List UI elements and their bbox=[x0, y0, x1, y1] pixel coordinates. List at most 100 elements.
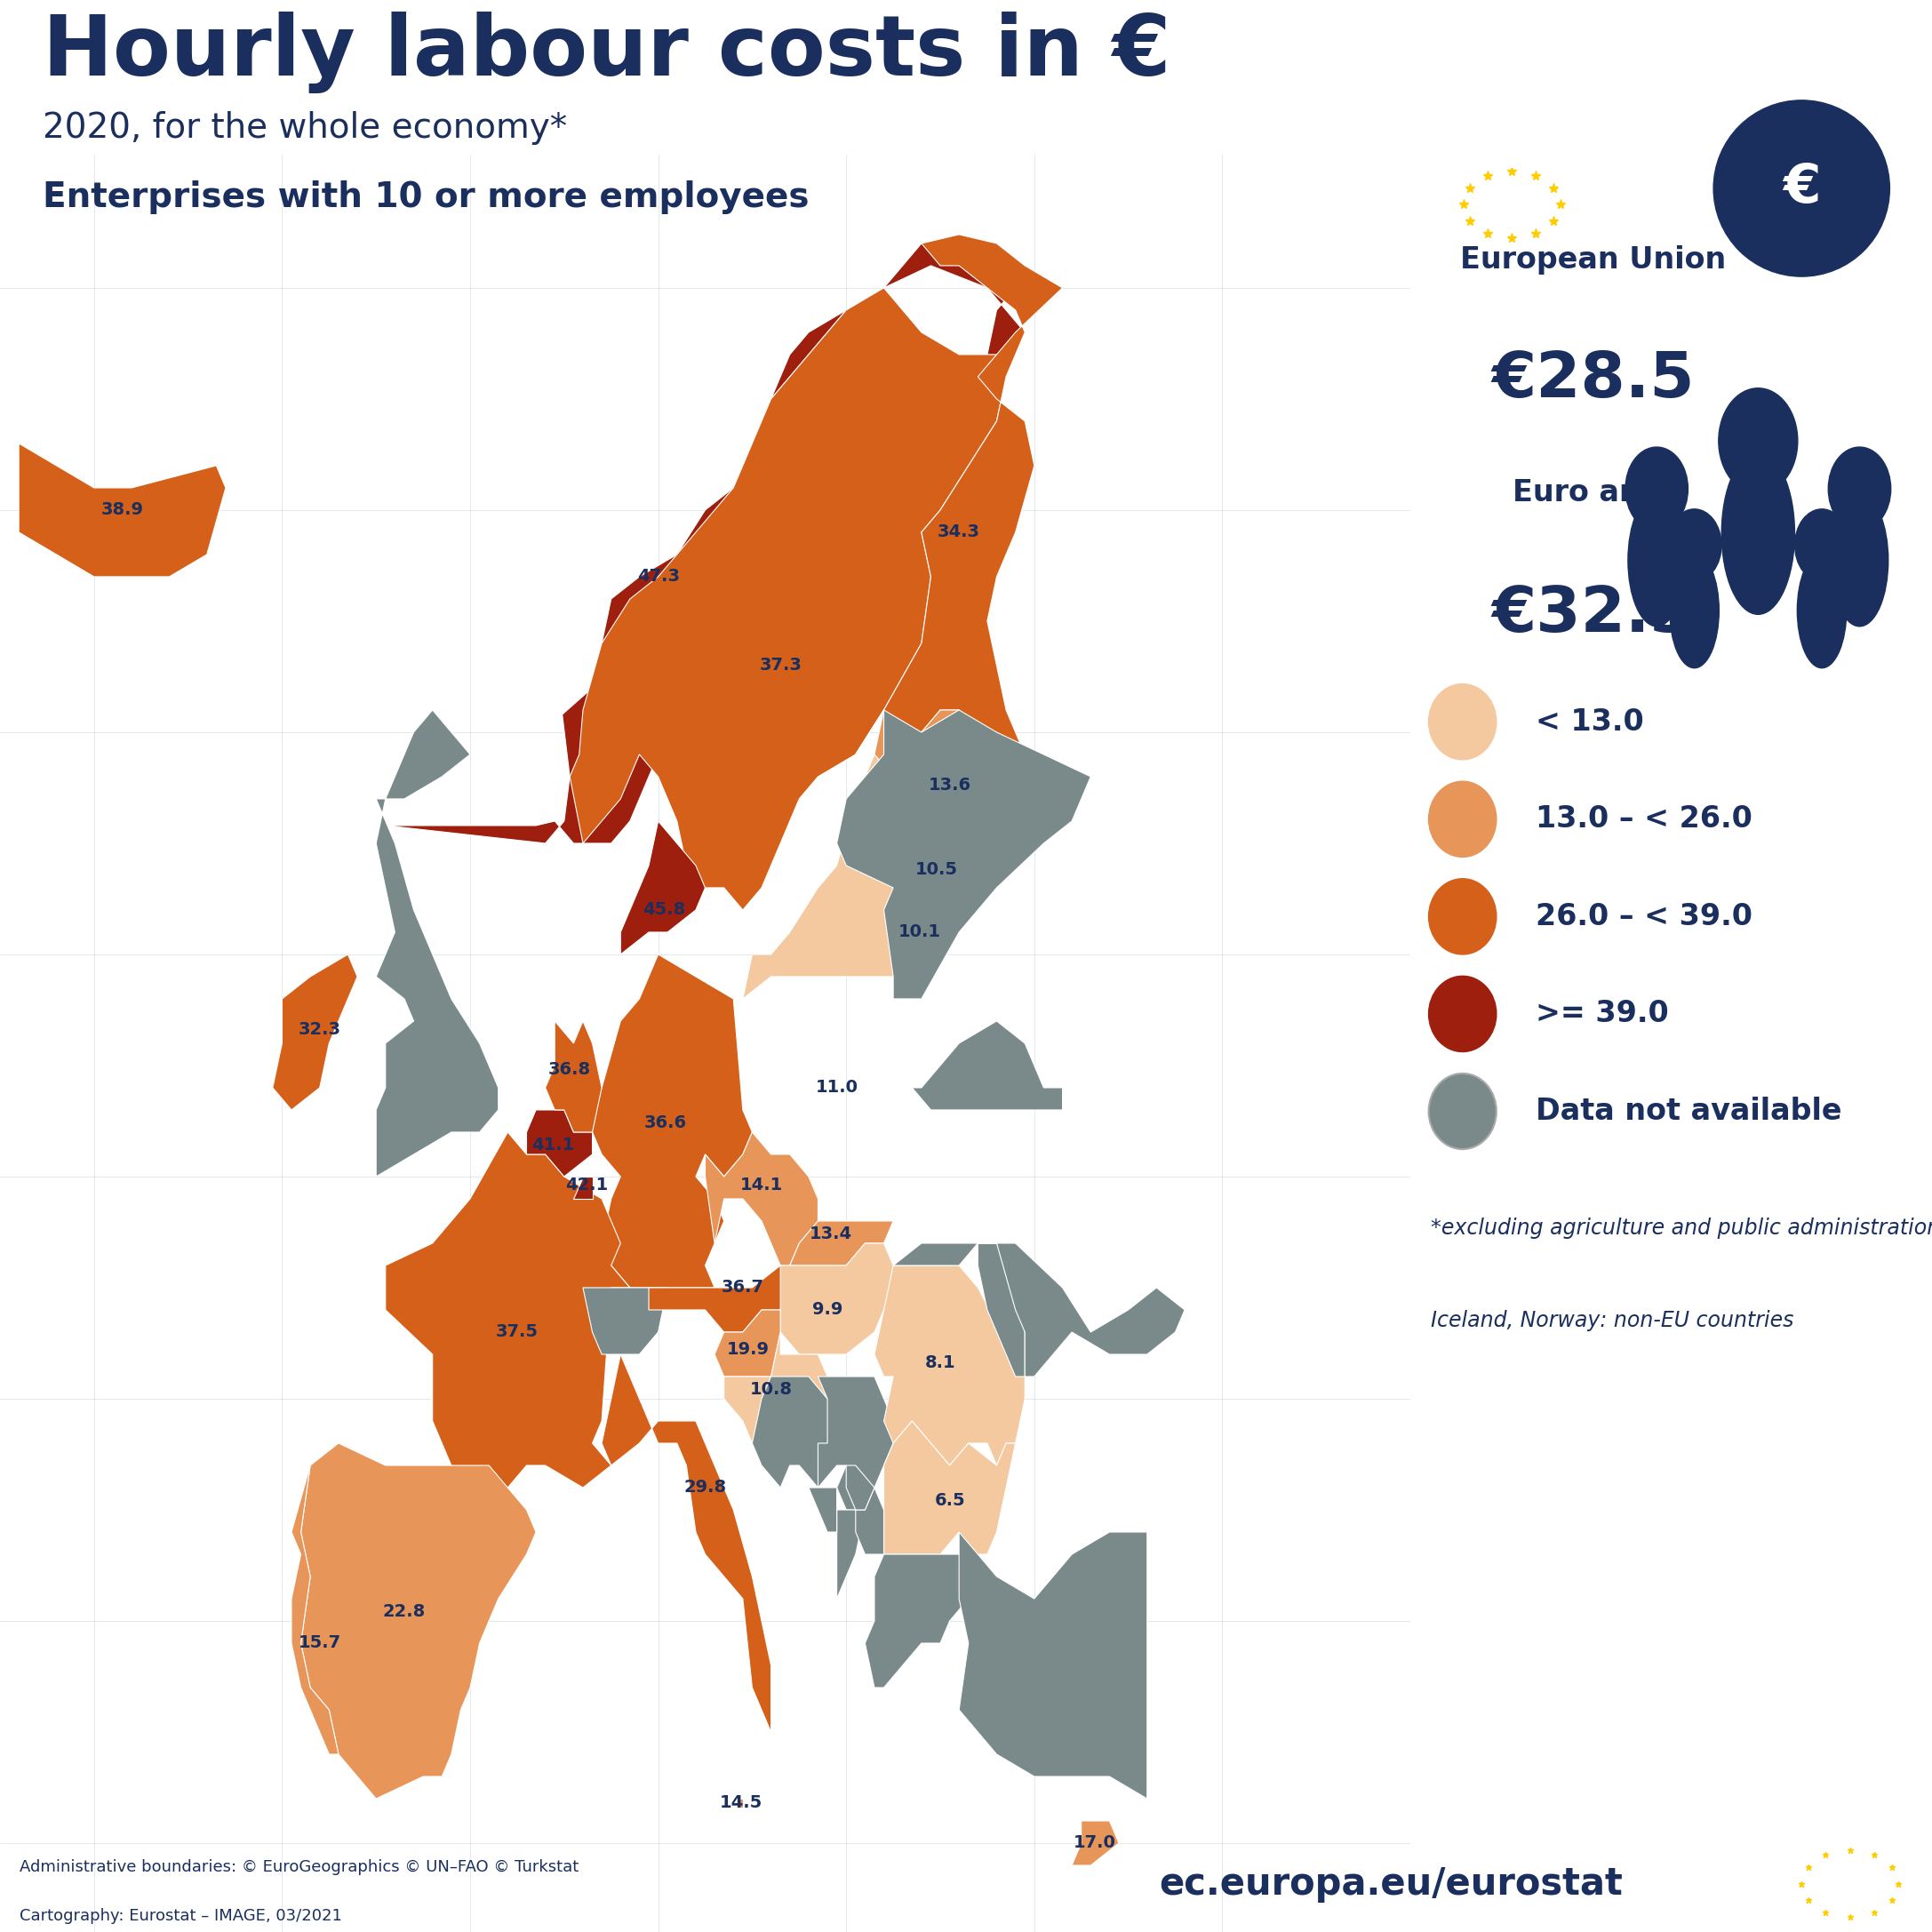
Text: 37.3: 37.3 bbox=[759, 657, 802, 674]
Text: 17.0: 17.0 bbox=[1072, 1835, 1115, 1851]
Text: Administrative boundaries: © EuroGeographics © UN–FAO © Turkstat: Administrative boundaries: © EuroGeograp… bbox=[19, 1859, 578, 1876]
Polygon shape bbox=[875, 709, 987, 821]
Polygon shape bbox=[856, 234, 1063, 777]
Text: €28.5: €28.5 bbox=[1492, 350, 1694, 412]
Ellipse shape bbox=[1832, 495, 1888, 626]
Text: 32.3: 32.3 bbox=[298, 1022, 342, 1037]
Polygon shape bbox=[742, 798, 1007, 999]
Ellipse shape bbox=[1428, 1074, 1497, 1150]
Text: Iceland, Norway: non-EU countries: Iceland, Norway: non-EU countries bbox=[1432, 1310, 1795, 1331]
Polygon shape bbox=[866, 1553, 968, 1689]
Text: 22.8: 22.8 bbox=[383, 1604, 425, 1621]
Polygon shape bbox=[837, 709, 1092, 999]
Text: 34.3: 34.3 bbox=[937, 524, 980, 541]
Text: 13.6: 13.6 bbox=[927, 777, 972, 794]
Text: 19.9: 19.9 bbox=[726, 1341, 769, 1358]
Circle shape bbox=[1667, 508, 1721, 582]
Polygon shape bbox=[817, 1376, 893, 1509]
Polygon shape bbox=[272, 954, 357, 1109]
Ellipse shape bbox=[1629, 495, 1685, 626]
Text: 36.8: 36.8 bbox=[549, 1061, 591, 1078]
Text: 8.1: 8.1 bbox=[925, 1354, 956, 1372]
Polygon shape bbox=[790, 1221, 893, 1265]
Text: 9.9: 9.9 bbox=[811, 1302, 842, 1318]
Polygon shape bbox=[978, 1242, 1024, 1376]
Text: 36.6: 36.6 bbox=[643, 1115, 688, 1132]
Polygon shape bbox=[883, 1420, 1016, 1553]
Text: 14.1: 14.1 bbox=[740, 1177, 782, 1194]
Polygon shape bbox=[837, 1509, 866, 1598]
Text: >= 39.0: >= 39.0 bbox=[1536, 999, 1669, 1028]
Polygon shape bbox=[527, 1109, 593, 1177]
Text: 14.5: 14.5 bbox=[719, 1795, 763, 1812]
Polygon shape bbox=[386, 234, 1024, 842]
Text: < 13.0: < 13.0 bbox=[1536, 707, 1644, 736]
Text: Hourly labour costs in €: Hourly labour costs in € bbox=[43, 12, 1171, 93]
Text: 38.9: 38.9 bbox=[100, 502, 143, 518]
Polygon shape bbox=[570, 288, 1016, 910]
Text: 26.0 – < 39.0: 26.0 – < 39.0 bbox=[1536, 902, 1752, 931]
Polygon shape bbox=[752, 1376, 837, 1488]
Polygon shape bbox=[810, 1488, 837, 1532]
Polygon shape bbox=[846, 821, 997, 976]
Ellipse shape bbox=[1669, 553, 1719, 668]
Text: Cartography: Eurostat – IMAGE, 03/2021: Cartography: Eurostat – IMAGE, 03/2021 bbox=[19, 1909, 342, 1924]
Text: 13.4: 13.4 bbox=[810, 1227, 852, 1242]
Polygon shape bbox=[1072, 1820, 1119, 1864]
Circle shape bbox=[1719, 388, 1797, 495]
Polygon shape bbox=[781, 1242, 893, 1354]
Circle shape bbox=[1795, 508, 1849, 582]
Text: 36.7: 36.7 bbox=[721, 1279, 765, 1296]
Text: 37.5: 37.5 bbox=[497, 1323, 539, 1341]
Text: 11.0: 11.0 bbox=[815, 1080, 858, 1095]
Text: 15.7: 15.7 bbox=[298, 1634, 342, 1652]
Polygon shape bbox=[601, 1354, 771, 1731]
Polygon shape bbox=[620, 821, 705, 954]
Polygon shape bbox=[574, 1177, 593, 1198]
Polygon shape bbox=[545, 1020, 601, 1132]
Ellipse shape bbox=[1797, 553, 1847, 668]
Text: Enterprises with 10 or more employees: Enterprises with 10 or more employees bbox=[43, 182, 810, 214]
Text: European Union: European Union bbox=[1461, 245, 1725, 274]
Polygon shape bbox=[912, 1020, 1063, 1109]
Polygon shape bbox=[386, 1132, 630, 1488]
Polygon shape bbox=[715, 1310, 781, 1376]
Circle shape bbox=[1714, 100, 1889, 276]
Polygon shape bbox=[724, 1333, 856, 1488]
Text: ec.europa.eu/eurostat: ec.europa.eu/eurostat bbox=[1159, 1864, 1623, 1903]
Text: 6.5: 6.5 bbox=[935, 1493, 964, 1509]
Polygon shape bbox=[583, 1287, 668, 1354]
Circle shape bbox=[1625, 446, 1689, 531]
Polygon shape bbox=[893, 1242, 1184, 1376]
Polygon shape bbox=[377, 709, 498, 1177]
Polygon shape bbox=[19, 442, 226, 576]
Text: €: € bbox=[1783, 162, 1820, 214]
Polygon shape bbox=[649, 1265, 790, 1333]
Text: 10.1: 10.1 bbox=[898, 923, 941, 941]
Circle shape bbox=[1828, 446, 1891, 531]
Polygon shape bbox=[875, 1265, 1024, 1464]
Text: 10.5: 10.5 bbox=[916, 862, 958, 879]
Polygon shape bbox=[705, 1132, 817, 1265]
Text: 10.8: 10.8 bbox=[750, 1381, 792, 1399]
Text: 41.1: 41.1 bbox=[531, 1138, 574, 1153]
Polygon shape bbox=[856, 753, 1007, 910]
Text: €32.3: €32.3 bbox=[1492, 583, 1694, 645]
Polygon shape bbox=[583, 954, 752, 1287]
Ellipse shape bbox=[1428, 879, 1497, 954]
Polygon shape bbox=[846, 1464, 875, 1509]
Text: Data not available: Data not available bbox=[1536, 1097, 1841, 1126]
Ellipse shape bbox=[1428, 976, 1497, 1051]
Text: 47.3: 47.3 bbox=[638, 568, 680, 585]
Text: 42.1: 42.1 bbox=[566, 1177, 609, 1194]
Ellipse shape bbox=[1721, 452, 1795, 614]
Text: *excluding agriculture and public administration: *excluding agriculture and public admini… bbox=[1432, 1217, 1932, 1238]
Polygon shape bbox=[856, 1488, 883, 1553]
Polygon shape bbox=[292, 1464, 338, 1754]
Ellipse shape bbox=[1428, 684, 1497, 759]
Text: 2020, for the whole economy*: 2020, for the whole economy* bbox=[43, 112, 566, 145]
Polygon shape bbox=[301, 1443, 535, 1799]
Text: 29.8: 29.8 bbox=[684, 1480, 726, 1495]
Ellipse shape bbox=[1428, 781, 1497, 858]
Text: Euro area: Euro area bbox=[1513, 479, 1673, 508]
